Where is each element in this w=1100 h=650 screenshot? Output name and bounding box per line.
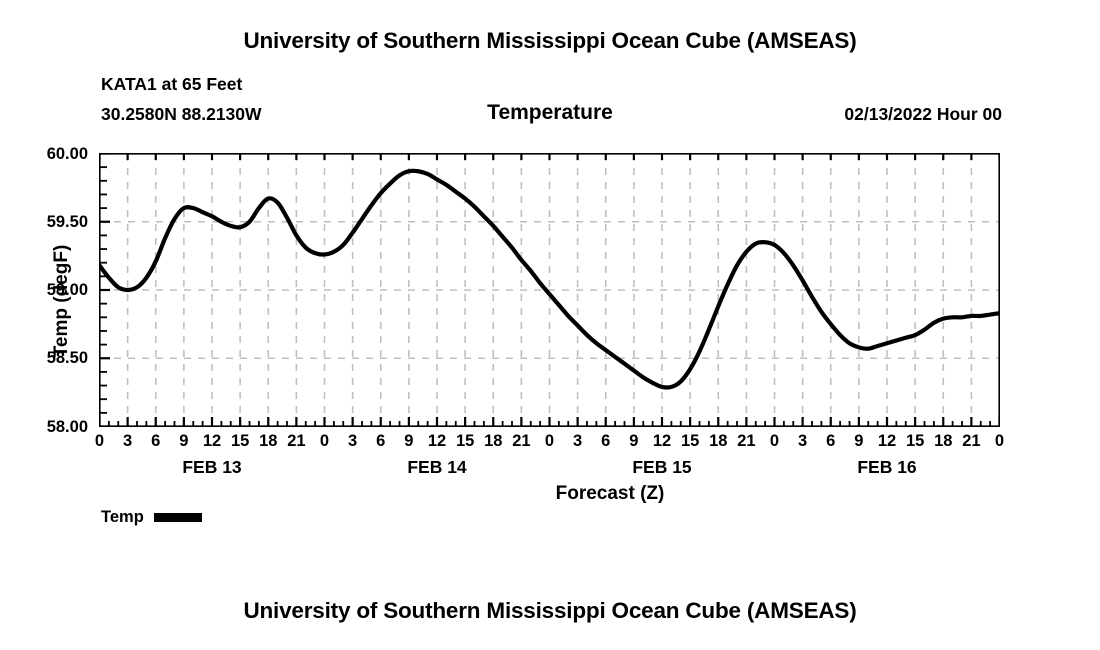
y-tick-label: 59.00	[46, 281, 88, 299]
temp-series-line	[99, 168, 1000, 390]
x-tick-label: 0	[994, 432, 1005, 450]
legend-label-temp: Temp	[101, 508, 144, 526]
x-tick-label: 6	[376, 432, 386, 450]
x-tick-label: 12	[877, 432, 897, 450]
x-axis-day-label: FEB 14	[407, 457, 467, 477]
x-tick-label: 12	[652, 432, 672, 450]
x-tick-label: 9	[854, 432, 864, 450]
x-tick-label: 6	[601, 432, 611, 450]
x-tick-label: 12	[202, 432, 222, 450]
x-tick-label: 6	[826, 432, 836, 450]
x-axis-day-label: FEB 13	[182, 457, 242, 477]
x-tick-label: 0	[319, 432, 330, 450]
y-tick-label: 59.50	[46, 212, 88, 231]
y-tick-label: 60.00	[46, 144, 88, 163]
x-tick-label: 3	[348, 432, 358, 450]
x-tick-label: 15	[230, 432, 250, 450]
plot-frame	[99, 153, 1000, 427]
footer-title: University of Southern Mississippi Ocean…	[243, 598, 857, 623]
x-tick-label: 3	[798, 432, 808, 450]
x-tick-label: 18	[484, 432, 503, 450]
legend-swatch-temp	[153, 513, 202, 522]
x-axis-day-label: FEB 16	[857, 457, 917, 477]
y-tick-label: 58.00	[46, 417, 88, 436]
plot-area	[99, 153, 1000, 427]
x-tick-label: 15	[455, 432, 475, 450]
x-tick-label: 3	[573, 432, 583, 450]
x-axis-label: Forecast (Z)	[0, 483, 1100, 505]
x-tick-label: 0	[94, 432, 105, 450]
x-axis-label-text: Forecast (Z)	[555, 483, 665, 504]
x-tick-label: 3	[123, 432, 133, 450]
axis-tickmarks	[99, 153, 1000, 427]
x-tick-label: 21	[962, 432, 981, 450]
x-tick-label: 21	[287, 432, 306, 450]
x-tick-label: 18	[259, 432, 278, 450]
x-tick-label: 0	[544, 432, 555, 450]
x-tick-label: 0	[769, 432, 780, 450]
x-tick-label: 18	[934, 432, 953, 450]
x-tick-label: 15	[905, 432, 925, 450]
x-tick-label: 6	[151, 432, 161, 450]
gridlines	[100, 154, 999, 426]
model-run-time-label: 02/13/2022 Hour 00	[844, 104, 1002, 124]
x-tick-label: 9	[404, 432, 414, 450]
y-tick-label: 58.50	[46, 349, 88, 368]
legend: Temp	[101, 508, 202, 527]
temperature-line-chart	[99, 153, 1000, 427]
parameter-title: Temperature	[487, 101, 613, 124]
x-axis-day-label: FEB 15	[632, 457, 692, 477]
x-tick-label: 18	[709, 432, 728, 450]
x-tick-label: 21	[737, 432, 756, 450]
coordinates-label: 30.2580N 88.2130W	[101, 104, 262, 124]
x-tick-label: 9	[179, 432, 189, 450]
x-tick-label: 21	[512, 432, 531, 450]
x-tick-label: 12	[427, 432, 447, 450]
main-title: University of Southern Mississippi Ocean…	[243, 28, 857, 53]
x-tick-label: 9	[629, 432, 639, 450]
x-tick-label: 15	[680, 432, 700, 450]
station-depth-label: KATA1 at 65 Feet	[101, 74, 243, 94]
